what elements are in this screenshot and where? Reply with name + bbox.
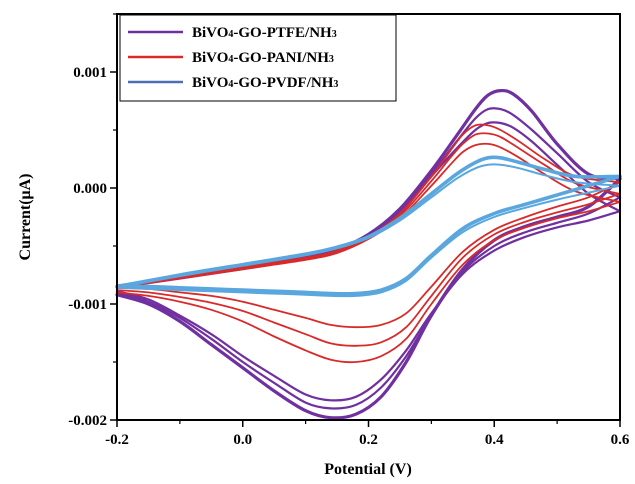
x-tick-label: -0.2 <box>105 432 129 448</box>
series-layer <box>115 88 622 420</box>
series-0-loop-2-forward <box>115 121 622 289</box>
legend-label-1: BiVO4-GO-PANI/NH3 <box>192 50 334 66</box>
y-tick-label: 0.000 <box>73 181 107 197</box>
ticks-layer: -0.2 0.0 0.2 0.4 0.6 -0.002 -0.001 0.000 0.001 <box>68 13 630 448</box>
series-0-loop-2-reverse <box>115 210 622 402</box>
series-2-loop-1-reverse <box>116 184 621 298</box>
series-0-loop-0-forward <box>115 88 622 289</box>
x-axis-title: Potential (V) <box>324 461 412 478</box>
y-tick-label: -0.001 <box>68 297 107 313</box>
series-1-loop-1-reverse <box>116 192 621 347</box>
legend-label-2: BiVO4-GO-PVDF/NH3 <box>192 75 338 91</box>
x-tick-label: 0.4 <box>485 432 504 448</box>
x-tick-label: 0.6 <box>611 432 630 448</box>
x-tick-label: 0.2 <box>359 432 378 448</box>
y-tick-label: -0.002 <box>68 413 107 429</box>
x-tick-label: 0.0 <box>233 432 252 448</box>
y-axis-title: Current(μA) <box>17 174 34 261</box>
series-1-loop-0-forward <box>116 123 621 287</box>
legend: BiVO4-GO-PTFE/NH3 BiVO4-GO-PANI/NH3 BiVO4-… <box>119 14 397 102</box>
series-1-loop-1-forward <box>116 132 621 288</box>
y-tick-label: 0.001 <box>73 65 107 81</box>
series-2-loop-0-forward <box>115 155 622 289</box>
series-1-loop-2-reverse <box>116 201 621 364</box>
series-1-loop-0-reverse <box>116 181 621 329</box>
series-2-loop-0-reverse <box>115 174 622 296</box>
series-0-loop-0-reverse <box>115 177 622 420</box>
series-2-loop-1-forward <box>116 163 621 289</box>
legend-label-0: BiVO4-GO-PTFE/NH3 <box>192 25 337 41</box>
series-1-loop-2-forward <box>116 142 621 289</box>
series-0-loop-1-reverse <box>115 196 622 410</box>
